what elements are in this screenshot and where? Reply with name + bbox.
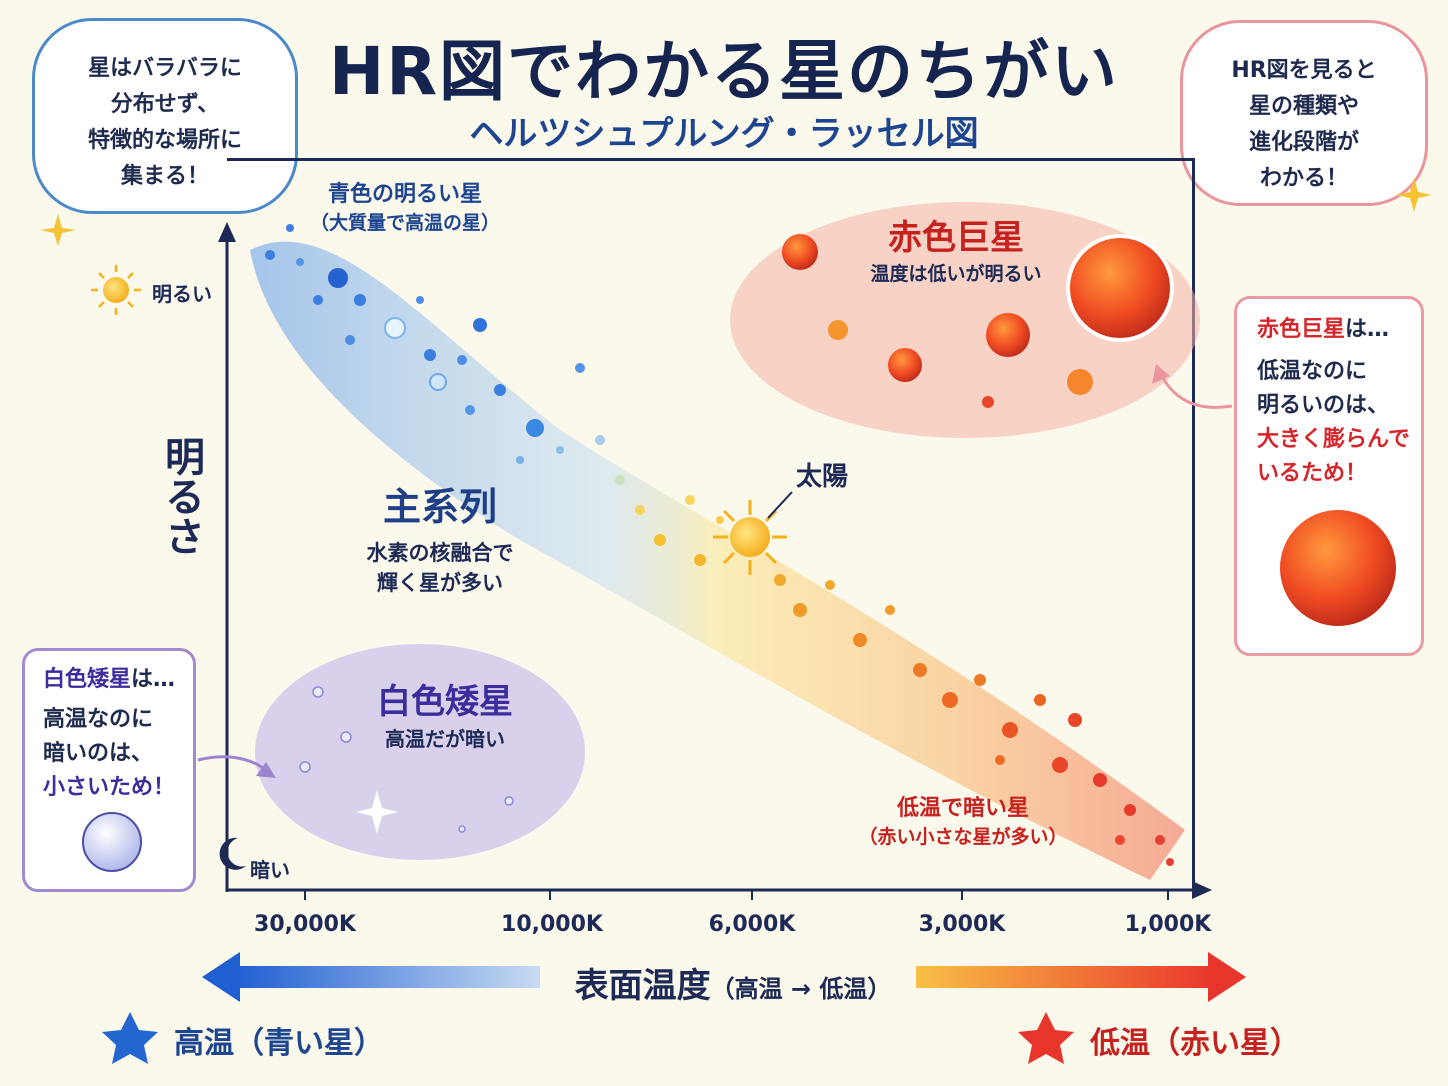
callout-line: いるため！ — [1257, 461, 1368, 486]
page-title: HR図でわかる星のちがい — [328, 33, 1120, 110]
blue-bright-note: （大質量で高温の星） — [309, 212, 500, 234]
red-giant-note: 温度は低いが明るい — [870, 263, 1042, 285]
red-dim-label: 低温で暗い星 （赤い小さな星が多い） — [848, 790, 1078, 849]
red-giant-label: 赤色巨星 温度は低いが明るい — [846, 210, 1066, 286]
y-axis-top-label: 明るい — [152, 282, 212, 306]
main-sequence-band — [250, 241, 1185, 880]
callout-line: 小さいため！ — [43, 775, 176, 800]
white-dwarf-region — [255, 644, 585, 860]
x-tick-label: 6,000K — [708, 912, 796, 937]
main-sequence-stars — [265, 224, 1174, 866]
main-sequence-label: 主系列 水素の核融合で 輝く星が多い — [340, 476, 540, 597]
callout-head: 白色矮星は… — [43, 663, 193, 697]
x-axis-title-note: （高温 → 低温） — [710, 975, 892, 1003]
callout-line: 低温なのに — [1257, 359, 1368, 384]
legend-cold: 低温（赤い星） — [1090, 1026, 1300, 1061]
white-dwarf-stars — [299, 686, 514, 833]
sun-marker — [713, 491, 793, 575]
main-sequence-line1: 水素の核融合で — [366, 541, 514, 565]
sun-icon — [91, 265, 141, 315]
blue-bright-label: 青色の明るい星 （大質量で高温の星） — [290, 176, 520, 235]
y-axis-bottom-label: 暗い — [250, 858, 290, 882]
callout-line: 大きく膨らんで — [1257, 427, 1410, 452]
red-giant-stars — [782, 234, 1174, 408]
bubble-left-line: 集まる！ — [120, 164, 209, 189]
bubble-right: HR図を見ると 星の種類や 進化段階が わかる！ — [1180, 20, 1428, 206]
callout-head-suffix: は… — [1345, 317, 1390, 342]
main-sequence-title: 主系列 — [382, 485, 497, 529]
x-axis-arrow — [1192, 881, 1212, 899]
x-tick-label: 30,000K — [254, 912, 356, 937]
x-axis-title-group: 表面温度（高温 → 低温） — [548, 958, 918, 1007]
callout-head: 赤色巨星は… — [1257, 313, 1421, 347]
moon-icon — [219, 837, 246, 870]
sparkle-icon — [40, 214, 76, 246]
x-ticks — [304, 890, 1169, 900]
temp-arrow-left — [202, 952, 240, 1002]
red-giant-illustration — [1280, 510, 1396, 626]
red-dim-note: （赤い小さな星が多い） — [858, 826, 1068, 848]
red-dim-title: 低温で暗い星 — [896, 796, 1029, 821]
plot-frame — [227, 158, 1195, 892]
callout-head-term: 白色矮星 — [43, 667, 132, 692]
bubble-right-line: HR図を見ると — [1231, 58, 1377, 83]
white-dwarf-illustration — [82, 812, 142, 872]
bubble-left-line: 特徴的な場所に — [87, 128, 242, 153]
legend-hot: 高温（青い星） — [174, 1026, 384, 1061]
x-tick-label: 10,000K — [501, 912, 603, 937]
star-icon-red — [1018, 1012, 1074, 1064]
white-dwarf-callout: 白色矮星は… 高温なのに 暗いのは、 小さいため！ — [22, 648, 196, 892]
bubble-right-line: わかる！ — [1259, 166, 1348, 191]
x-tick-label: 3,000K — [918, 912, 1006, 937]
sparkle-icon — [1396, 178, 1432, 212]
bubble-right-line: 進化段階が — [1248, 130, 1359, 155]
white-dwarf-note: 高温だが暗い — [385, 727, 505, 751]
bubble-left-line: 星はバラバラに — [88, 56, 242, 81]
callout-head-suffix: は… — [131, 667, 176, 692]
main-sequence-line2: 輝く星が多い — [377, 571, 503, 595]
x-tick-label: 1,000K — [1124, 912, 1212, 937]
callout-line: 明るいのは、 — [1257, 393, 1390, 418]
star-icon-blue — [102, 1012, 158, 1064]
callout-line: 高温なのに — [43, 707, 154, 732]
white-dwarf-sparkle — [356, 790, 398, 834]
white-dwarf-title: 白色矮星 — [377, 682, 513, 722]
blue-bright-title: 青色の明るい星 — [327, 182, 482, 207]
red-giant-title: 赤色巨星 — [888, 218, 1024, 258]
bubble-right-line: 星の種類や — [1248, 94, 1359, 119]
page-subtitle: ヘルツシュプルング・ラッセル図 — [469, 114, 979, 154]
callout-arrow-right — [1158, 371, 1233, 409]
x-axis-title: 表面温度 — [574, 966, 711, 1006]
y-axis-title: 明るさ — [158, 436, 204, 556]
bubble-left-line: 分布せず、 — [110, 92, 220, 117]
red-giant-callout: 赤色巨星は… 低温なのに 明るいのは、 大きく膨らんで いるため！ — [1234, 296, 1424, 656]
bubble-left: 星はバラバラに 分布せず、 特徴的な場所に 集まる！ — [32, 18, 298, 214]
callout-line: 暗いのは、 — [43, 741, 154, 766]
sun-label: 太陽 — [796, 462, 849, 492]
y-axis-arrow — [218, 222, 236, 242]
temp-arrow-right — [1208, 952, 1246, 1002]
white-dwarf-label: 白色矮星 高温だが暗い — [350, 674, 540, 752]
callout-head-term: 赤色巨星 — [1257, 317, 1346, 342]
